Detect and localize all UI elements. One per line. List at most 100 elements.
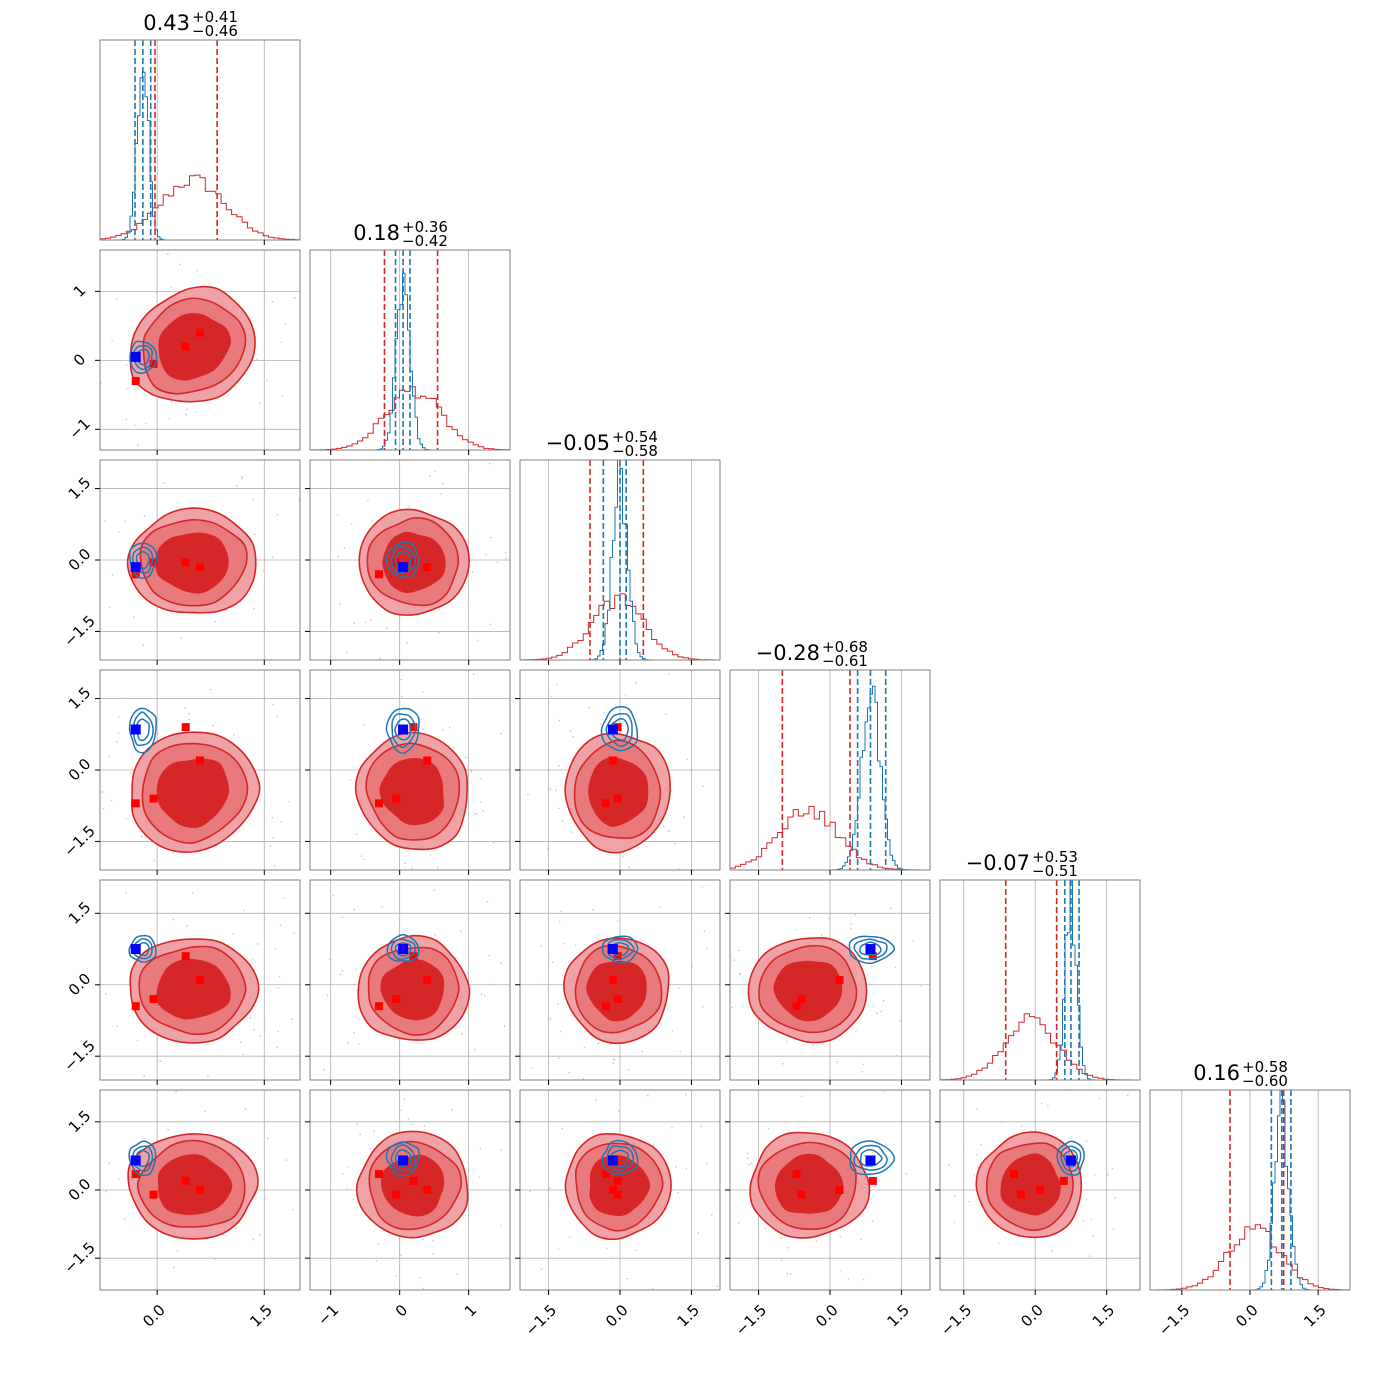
sample-point <box>143 665 145 667</box>
posterior-contour-1 <box>606 1145 635 1173</box>
sample-point <box>1088 1255 1091 1257</box>
panel-5-2: −1.5 0.0 1.5 <box>515 1074 721 1339</box>
sample-point <box>419 1276 421 1279</box>
sample-point <box>369 619 372 621</box>
prior-marker <box>149 558 158 567</box>
sample-point <box>861 1071 863 1073</box>
y-tick-label: 0.0 <box>65 970 95 1000</box>
sample-point <box>189 674 191 676</box>
sample-point <box>518 1032 520 1034</box>
sample-point <box>521 1014 523 1016</box>
sample-point <box>271 300 274 303</box>
sample-point <box>667 830 670 832</box>
sample-point <box>485 553 487 556</box>
sample-point <box>788 1064 790 1066</box>
sample-point <box>62 1196 64 1198</box>
sample-point <box>641 1050 643 1053</box>
truth-marker <box>398 944 409 955</box>
truth-marker <box>130 351 141 362</box>
sample-point <box>626 1074 628 1076</box>
sample-point <box>750 1162 753 1165</box>
sample-point <box>482 810 484 812</box>
sample-point <box>549 1017 551 1020</box>
sample-point <box>437 681 439 683</box>
sample-point <box>116 740 118 743</box>
y-tick-label: 0 <box>70 350 89 369</box>
sample-point <box>191 891 194 894</box>
sample-point <box>408 506 410 508</box>
sample-point <box>1020 1124 1023 1127</box>
sample-point <box>375 1260 378 1262</box>
sample-point <box>271 816 274 819</box>
sample-point <box>434 470 437 473</box>
sample-point <box>133 616 135 618</box>
sample-point <box>876 1012 878 1015</box>
sample-point <box>665 1208 668 1210</box>
posterior-contour-0 <box>135 550 151 570</box>
sample-point <box>871 1220 874 1223</box>
sample-point <box>500 962 502 964</box>
sample-point <box>456 1273 458 1275</box>
sample-point <box>121 1305 123 1307</box>
sample-point <box>468 470 470 473</box>
sample-point <box>717 1064 719 1066</box>
sample-point <box>618 1056 620 1058</box>
sample-point <box>739 973 742 976</box>
sample-point <box>557 807 560 810</box>
sample-point <box>242 441 244 443</box>
sample-point <box>715 945 717 947</box>
sample-point <box>738 949 740 952</box>
posterior-contour-1 <box>390 938 416 961</box>
prior-marker <box>1059 1176 1068 1185</box>
sample-point <box>782 1063 784 1065</box>
title-value: −0.05 <box>546 431 610 455</box>
sample-point <box>635 1088 637 1090</box>
posterior-contour-1 <box>605 712 633 747</box>
sample-point <box>282 896 285 899</box>
y-tick-label: 1.5 <box>65 473 95 503</box>
sample-point <box>789 1273 792 1275</box>
posterior-contour-2 <box>848 935 896 965</box>
sample-point <box>172 852 174 854</box>
sample-point <box>583 1046 586 1049</box>
sample-point <box>559 1030 562 1033</box>
prior-marker <box>374 570 383 579</box>
sample-point <box>188 718 191 721</box>
prior-contour-inner <box>586 960 647 1022</box>
sample-point <box>561 884 563 886</box>
x-tick-label: −1.5 <box>522 1301 560 1339</box>
sample-point <box>65 597 67 599</box>
axes-frame <box>99 249 301 451</box>
prior-marker <box>613 995 622 1004</box>
sample-point <box>164 878 166 880</box>
title-minus: −0.61 <box>822 652 868 670</box>
prior-marker <box>1009 1170 1018 1179</box>
sample-point <box>400 1109 403 1112</box>
sample-point <box>130 772 132 774</box>
sample-point <box>453 747 456 749</box>
sample-point <box>355 968 357 971</box>
truth-marker <box>130 944 141 955</box>
prior-marker <box>196 1186 204 1194</box>
sample-point <box>693 996 695 998</box>
sample-point <box>347 1042 349 1044</box>
sample-point <box>336 514 339 516</box>
prior-contour-inner <box>1000 1153 1061 1216</box>
sample-point <box>332 1164 334 1166</box>
posterior-contour-1 <box>391 713 417 749</box>
sample-point <box>731 1006 733 1009</box>
sample-point <box>549 788 551 790</box>
sample-point <box>568 1071 570 1074</box>
prior-marker <box>392 1190 401 1199</box>
sample-point <box>378 657 381 660</box>
sample-point <box>253 607 255 610</box>
title-plus: +0.68 <box>822 638 868 656</box>
prior-contour-inner <box>379 758 444 826</box>
sample-point <box>189 873 191 875</box>
sample-point <box>184 707 186 710</box>
title-minus: −0.60 <box>1242 1072 1288 1090</box>
sample-point <box>329 1076 332 1079</box>
sample-point <box>43 987 45 989</box>
sample-point <box>898 1019 901 1022</box>
sample-point <box>479 1147 482 1150</box>
